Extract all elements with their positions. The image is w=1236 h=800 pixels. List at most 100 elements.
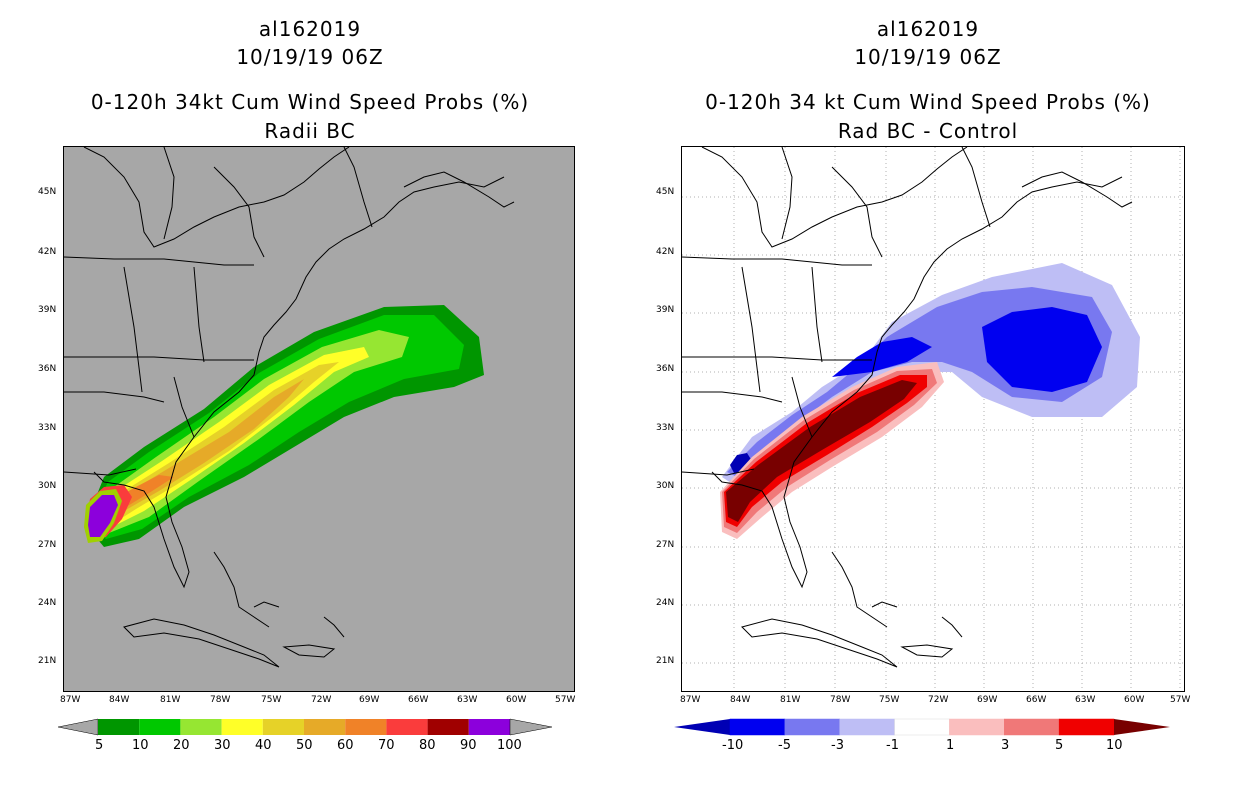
colorbar-label-plus1: 1 (946, 738, 955, 753)
colorbar-label-50: 50 (296, 738, 313, 753)
lon-label-84w: 84W (109, 695, 130, 705)
colorbar-label-80: 80 (419, 738, 436, 753)
left-panel: al162019 10/19/19 06Z 0-120h 34kt Cum Wi… (38, 17, 576, 753)
colorbar-label-plus5: 5 (1055, 738, 1064, 753)
colorbar-cell-4 (262, 719, 304, 735)
lon-label-63w: 63W (457, 695, 478, 705)
right-panel: al162019 10/19/19 06Z 0-120h 34 kt Cum W… (618, 0, 1236, 800)
lat-label-21n: 21N (38, 656, 57, 666)
lat-label-45n: 45N (38, 187, 57, 197)
lon-label-66w: 66W (408, 695, 429, 705)
colorbar-cell-6 (345, 719, 387, 735)
probability-swath (84, 305, 484, 547)
lat-label-39n: 39N (38, 305, 57, 315)
lon-label-57w: 57W (555, 695, 576, 705)
lon-label-69w: 69W (977, 695, 998, 705)
colorbar-label-minus10: -10 (722, 738, 744, 753)
positive-difference (720, 362, 944, 539)
colorbar-cell-1 (784, 718, 840, 736)
colorbar-cell-5 (304, 719, 346, 735)
lat-label-42n: 42N (38, 247, 57, 257)
coastlines (682, 147, 1133, 589)
caribbean-islands (741, 551, 963, 668)
lat-label-27n: 27N (656, 540, 675, 550)
colorbar-label-90: 90 (460, 738, 477, 753)
lon-label-84w: 84W (730, 695, 751, 705)
colorbar-cell-6 (1058, 718, 1115, 736)
colorbar-cell-0 (98, 719, 140, 735)
colorbar-label-60: 60 (337, 738, 354, 753)
diff-band-minus10 (730, 453, 752, 473)
lon-label-78w: 78W (210, 695, 231, 705)
lat-label-21n: 21N (656, 656, 675, 666)
colorbar-cell-0 (729, 718, 786, 736)
lon-label-75w: 75W (879, 695, 900, 705)
colorbar-label-minus3: -3 (831, 738, 844, 753)
colorbar-label-plus10: 10 (1106, 738, 1123, 753)
colorbar-label-40: 40 (255, 738, 272, 753)
negative-difference (722, 263, 1140, 487)
right-product-title: 0-120h 34 kt Cum Wind Speed Probs (%) (705, 90, 1151, 114)
right-colorbar (674, 718, 1170, 736)
lat-label-24n: 24N (656, 598, 675, 608)
lon-label-63w: 63W (1075, 695, 1096, 705)
lat-label-45n: 45N (656, 187, 675, 197)
lat-label-42n: 42N (656, 247, 675, 257)
colorbar-high-arrow (509, 718, 553, 736)
colorbar-cell-5 (1004, 718, 1060, 736)
lon-label-78w: 78W (830, 695, 851, 705)
lat-label-30n: 30N (38, 481, 57, 491)
lon-label-81w: 81W (160, 695, 181, 705)
colorbar-low-arrow (674, 719, 730, 735)
colorbar-cell-7 (386, 719, 428, 735)
colorbar-label-minus1: -1 (886, 738, 899, 753)
diff-band-minus5-east (982, 307, 1102, 392)
lat-label-39n: 39N (656, 305, 675, 315)
lon-label-75w: 75W (261, 695, 282, 705)
lon-label-87w: 87W (60, 695, 81, 705)
lon-label-66w: 66W (1026, 695, 1047, 705)
lat-label-27n: 27N (38, 540, 57, 550)
colorbar-label-10: 10 (132, 738, 149, 753)
colorbar-label-5: 5 (95, 738, 104, 753)
lon-label-57w: 57W (1170, 695, 1191, 705)
left-storm-id: al162019 (258, 17, 362, 41)
left-subtitle: Radii BC (264, 119, 356, 143)
colorbar-cell-3 (221, 719, 263, 735)
coastlines (64, 147, 515, 589)
lat-label-30n: 30N (656, 481, 675, 491)
colorbar-cell-2 (180, 719, 222, 735)
lat-label-33n: 33N (656, 423, 675, 433)
colorbar-cell-3 (894, 718, 950, 736)
diff-band-plus10 (726, 380, 917, 522)
left-product-title: 0-120h 34kt Cum Wind Speed Probs (%) (90, 90, 530, 114)
colorbar-label-plus3: 3 (1001, 738, 1010, 753)
colorbar-label-100: 100 (497, 738, 522, 753)
colorbar-cell-4 (949, 718, 1005, 736)
lon-label-60w: 60W (506, 695, 527, 705)
colorbar-high-arrow (1114, 719, 1170, 735)
diff-band-minus5 (832, 337, 932, 377)
caribbean-islands (123, 551, 345, 668)
right-subtitle: Rad BC - Control (837, 119, 1019, 143)
colorbar-cell-2 (839, 718, 895, 736)
colorbar-label-30: 30 (214, 738, 231, 753)
right-storm-id: al162019 (876, 17, 980, 41)
lon-label-72w: 72W (928, 695, 949, 705)
colorbar-low-arrow (58, 718, 99, 736)
prob-band-100 (88, 495, 118, 537)
left-colorbar (58, 718, 553, 736)
left-map (63, 146, 575, 692)
left-datetime: 10/19/19 06Z (236, 45, 384, 69)
lon-label-72w: 72W (311, 695, 332, 705)
right-datetime: 10/19/19 06Z (854, 45, 1002, 69)
lat-label-24n: 24N (38, 598, 57, 608)
lon-label-69w: 69W (359, 695, 380, 705)
colorbar-label-minus5: -5 (778, 738, 791, 753)
lon-label-81w: 81W (780, 695, 801, 705)
gridlines (682, 147, 1184, 691)
lat-label-36n: 36N (656, 364, 675, 374)
colorbar-cell-9 (468, 719, 510, 735)
lon-label-60w: 60W (1124, 695, 1145, 705)
right-map (681, 146, 1185, 692)
